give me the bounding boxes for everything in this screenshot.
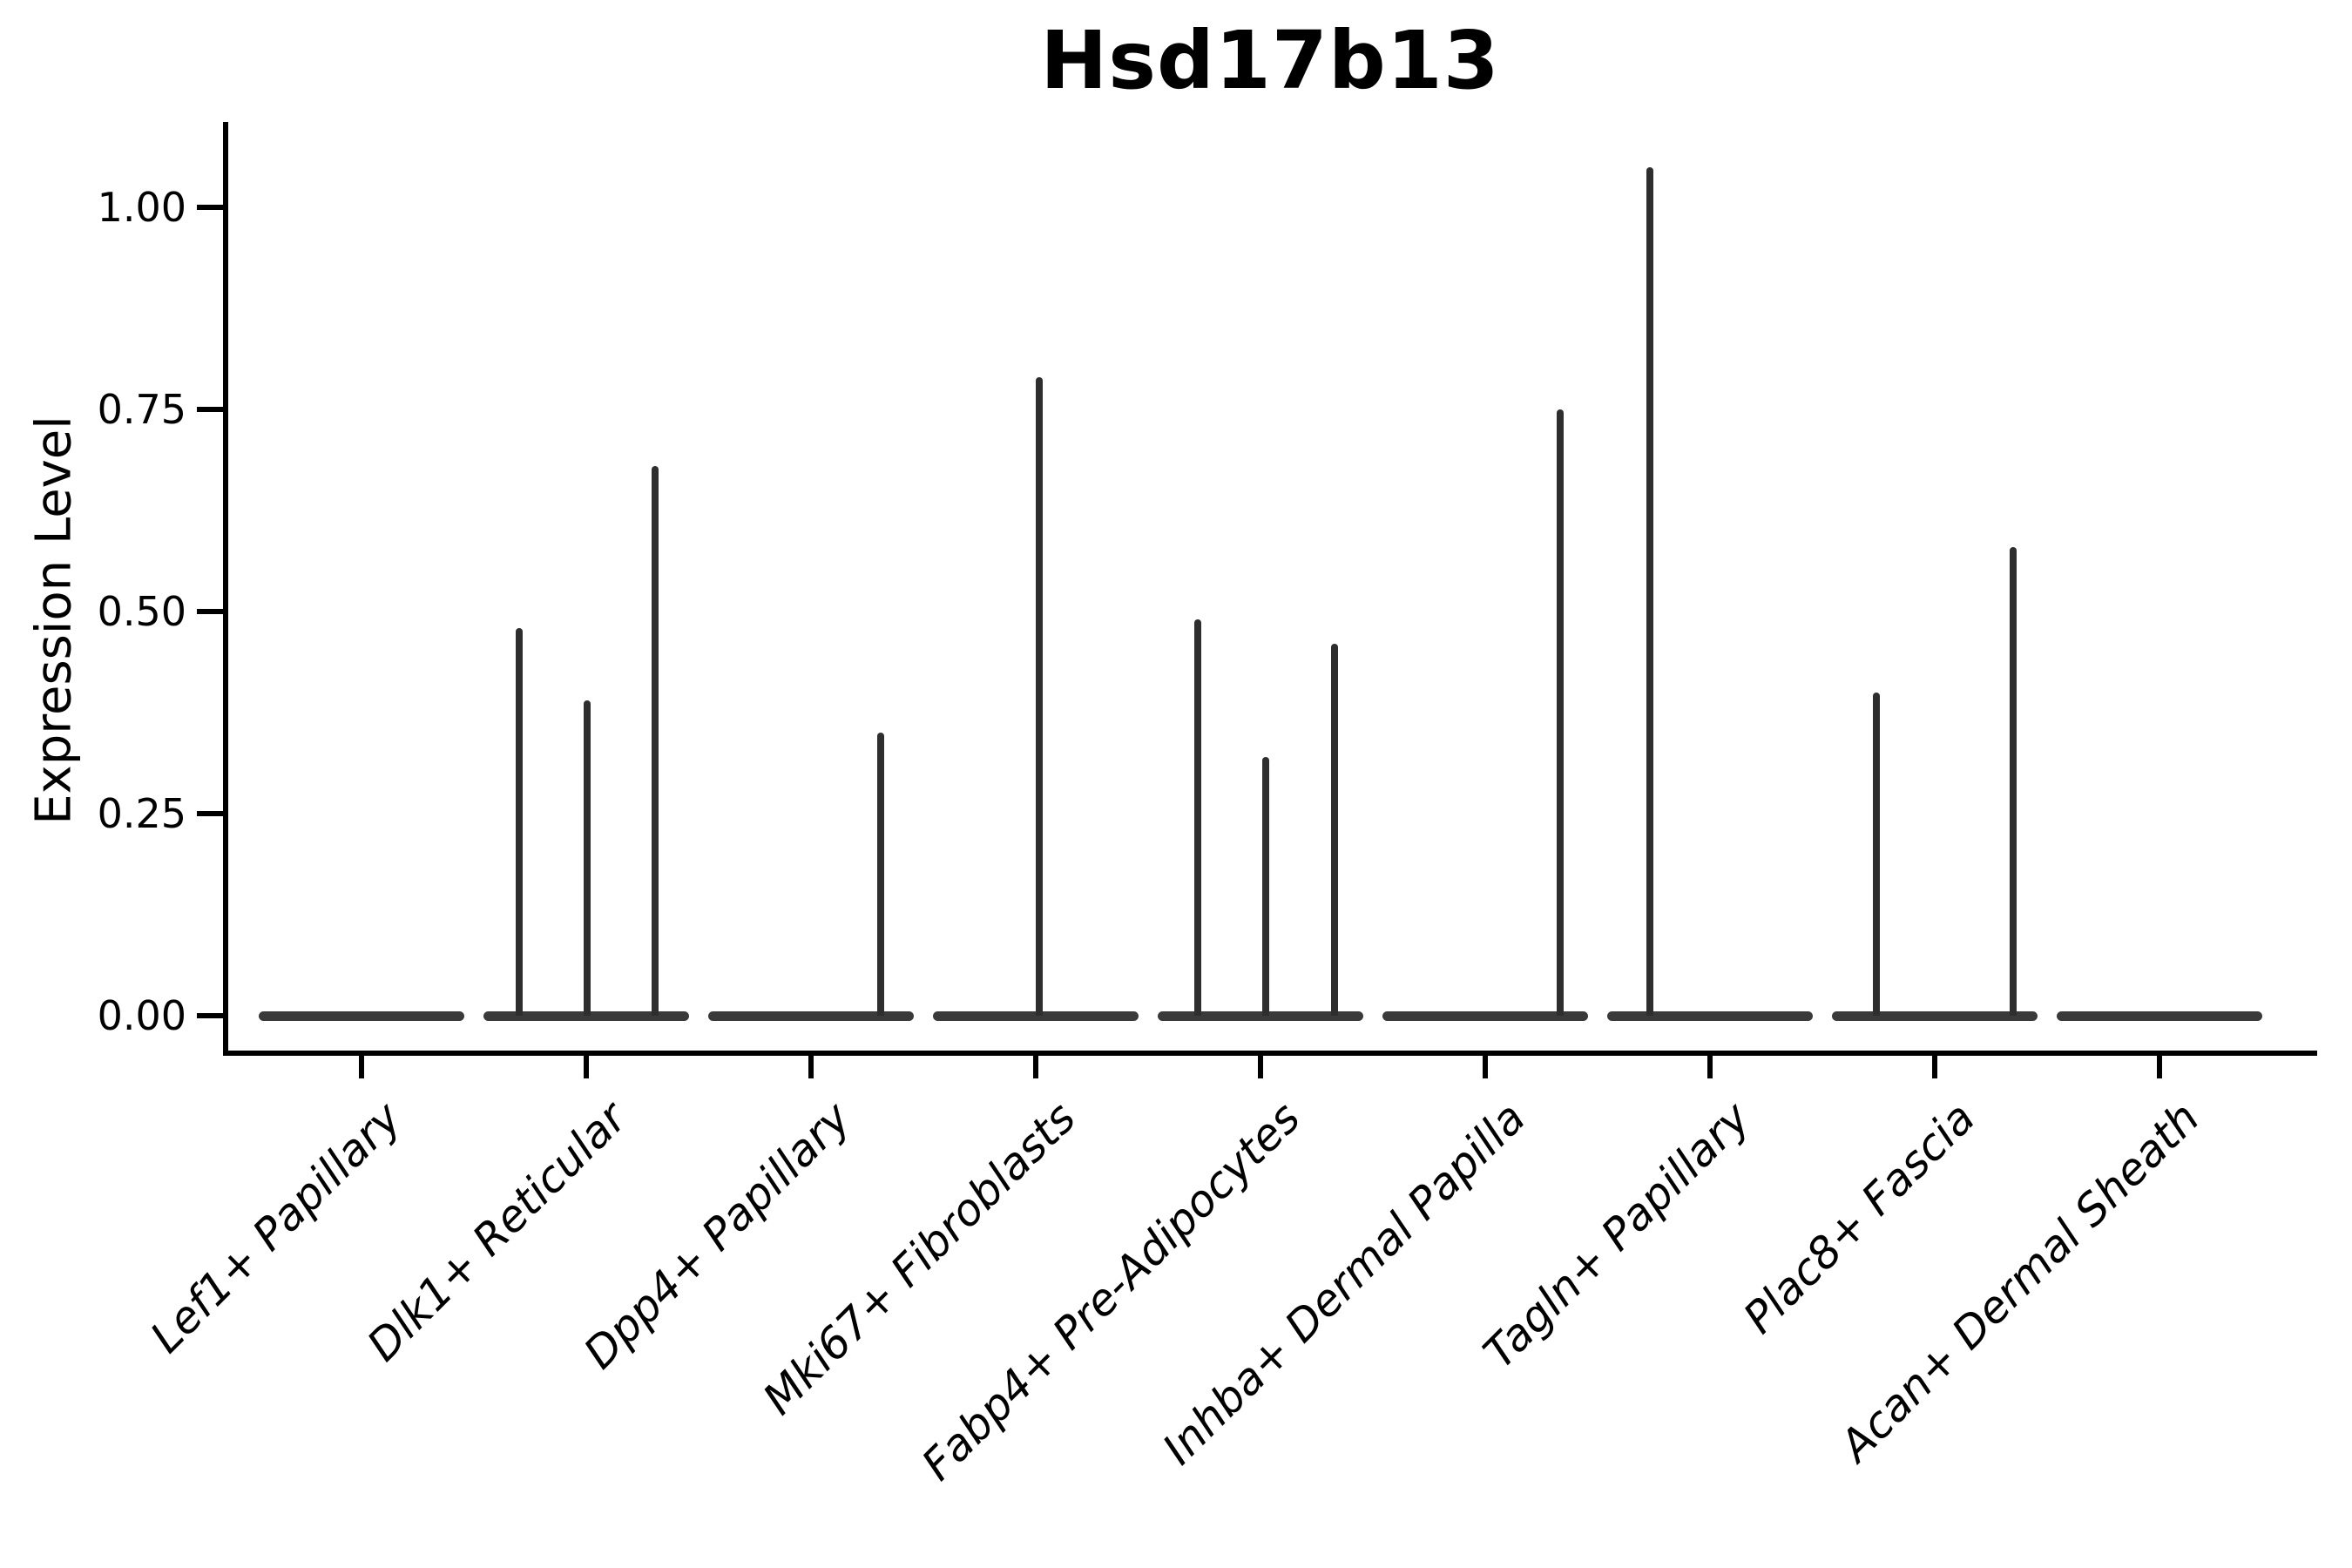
expression-spike <box>1036 376 1043 1016</box>
expression-spike <box>1331 644 1338 1016</box>
violin-body <box>483 1011 689 1021</box>
expression-spike <box>1646 166 1653 1016</box>
x-tick <box>2157 1056 2162 1078</box>
x-axis-spine <box>223 1051 2317 1056</box>
y-tick <box>197 205 223 210</box>
expression-spike <box>1194 619 1201 1016</box>
expression-spike <box>1262 757 1269 1016</box>
x-tick-label: Fabp4+ Pre-Adipocytes <box>912 1092 1311 1490</box>
violin-body <box>2057 1011 2262 1021</box>
y-tick-label: 0.00 <box>97 992 186 1039</box>
x-tick <box>1033 1056 1038 1078</box>
expression-spike <box>584 700 591 1016</box>
x-tick <box>1932 1056 1937 1078</box>
chart-title: Hsd17b13 <box>1040 14 1500 107</box>
expression-spike <box>1557 409 1564 1016</box>
y-tick <box>197 811 223 816</box>
y-tick-label: 0.75 <box>97 386 186 433</box>
violin-body <box>1832 1011 2038 1021</box>
expression-spike <box>652 465 659 1016</box>
x-tick <box>808 1056 814 1078</box>
x-tick <box>1483 1056 1488 1078</box>
y-axis-spine <box>223 122 228 1056</box>
violin-body <box>1158 1011 1363 1021</box>
y-tick <box>197 609 223 614</box>
x-tick <box>1258 1056 1263 1078</box>
violin-body <box>1607 1011 1813 1021</box>
expression-spike <box>2010 546 2017 1016</box>
x-tick <box>359 1056 364 1078</box>
violin-body <box>708 1011 914 1021</box>
y-tick <box>197 1013 223 1018</box>
x-tick <box>1707 1056 1713 1078</box>
y-tick-label: 1.00 <box>97 184 186 231</box>
x-tick <box>584 1056 589 1078</box>
x-tick-label: Plac8+ Fascia <box>1734 1092 1985 1343</box>
x-tick-label: Inhba+ Dermal Papilla <box>1152 1092 1536 1475</box>
expression-spike <box>1873 692 1880 1016</box>
x-tick-label: Acan+ Dermal Sheath <box>1830 1092 2210 1471</box>
violin-body <box>933 1011 1139 1021</box>
expression-spike <box>516 627 523 1016</box>
expression-spike <box>877 733 884 1016</box>
y-tick <box>197 407 223 412</box>
violin-body <box>1382 1011 1588 1021</box>
y-tick-label: 0.50 <box>97 588 186 635</box>
y-tick-label: 0.25 <box>97 790 186 837</box>
violin-body <box>259 1011 464 1021</box>
